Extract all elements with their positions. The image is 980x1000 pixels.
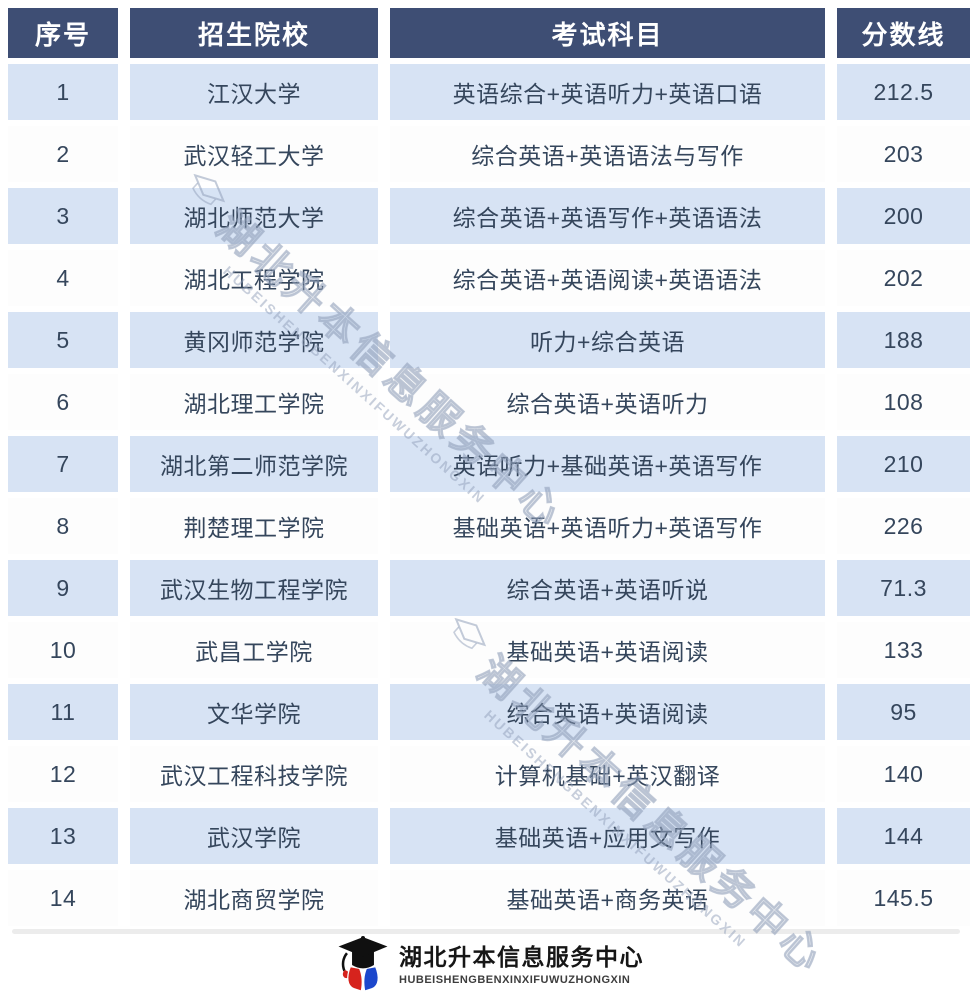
column-header-no: 序号 <box>8 8 118 58</box>
cell-no: 9 <box>8 560 118 616</box>
cell-score: 200 <box>837 188 970 244</box>
cell-school: 武汉生物工程学院 <box>130 560 378 616</box>
cell-subjects: 基础英语+应用文写作 <box>390 808 825 864</box>
cell-subjects: 综合英语+英语写作+英语语法 <box>390 188 825 244</box>
cell-subjects: 综合英语+英语阅读+英语语法 <box>390 250 825 306</box>
cell-subjects: 听力+综合英语 <box>390 312 825 368</box>
footer-en-subtitle: HUBEISHENGBENXINXIFUWUZHONGXIN <box>399 974 631 987</box>
cell-school: 湖北第二师范学院 <box>130 436 378 492</box>
column-header-subjects: 考试科目 <box>390 8 825 58</box>
cell-school: 湖北理工学院 <box>130 374 378 430</box>
cell-school: 江汉大学 <box>130 64 378 120</box>
cell-no: 5 <box>8 312 118 368</box>
cell-school: 湖北师范大学 <box>130 188 378 244</box>
cell-school: 武昌工学院 <box>130 622 378 678</box>
cell-school: 武汉工程科技学院 <box>130 746 378 802</box>
cell-school: 武汉轻工大学 <box>130 126 378 182</box>
cell-score: 226 <box>837 498 970 554</box>
cell-no: 10 <box>8 622 118 678</box>
grad-cap-book-logo-icon <box>338 935 388 992</box>
cell-subjects: 基础英语+英语听力+英语写作 <box>390 498 825 554</box>
cell-score: 140 <box>837 746 970 802</box>
cell-school: 湖北工程学院 <box>130 250 378 306</box>
cell-school: 荆楚理工学院 <box>130 498 378 554</box>
cell-score: 133 <box>837 622 970 678</box>
column-header-school: 招生院校 <box>130 8 378 58</box>
footer-cn-title: 湖北升本信息服务中心 <box>399 943 644 970</box>
cell-school: 武汉学院 <box>130 808 378 864</box>
cell-no: 12 <box>8 746 118 802</box>
cell-score: 71.3 <box>837 560 970 616</box>
cell-no: 6 <box>8 374 118 430</box>
cell-subjects: 英语听力+基础英语+英语写作 <box>390 436 825 492</box>
cell-score: 202 <box>837 250 970 306</box>
cell-no: 4 <box>8 250 118 306</box>
cell-score: 145.5 <box>837 870 970 926</box>
cell-subjects: 综合英语+英语听力 <box>390 374 825 430</box>
scores-table: 序号 招生院校 考试科目 分数线 1 江汉大学 英语综合+英语听力+英语口语 2… <box>8 8 970 926</box>
cell-score: 108 <box>837 374 970 430</box>
cell-no: 7 <box>8 436 118 492</box>
cell-score: 203 <box>837 126 970 182</box>
cell-score: 210 <box>837 436 970 492</box>
cell-score: 95 <box>837 684 970 740</box>
cell-score: 188 <box>837 312 970 368</box>
cell-subjects: 英语综合+英语听力+英语口语 <box>390 64 825 120</box>
cell-no: 11 <box>8 684 118 740</box>
cell-no: 8 <box>8 498 118 554</box>
cell-school: 湖北商贸学院 <box>130 870 378 926</box>
cell-score: 212.5 <box>837 64 970 120</box>
cell-subjects: 综合英语+英语阅读 <box>390 684 825 740</box>
cell-subjects: 计算机基础+英汉翻译 <box>390 746 825 802</box>
cell-no: 3 <box>8 188 118 244</box>
cell-no: 14 <box>8 870 118 926</box>
cell-school: 文华学院 <box>130 684 378 740</box>
cell-subjects: 综合英语+英语语法与写作 <box>390 126 825 182</box>
table-bottom-shadow <box>12 929 960 934</box>
cell-subjects: 综合英语+英语听说 <box>390 560 825 616</box>
cell-subjects: 基础英语+商务英语 <box>390 870 825 926</box>
cell-no: 2 <box>8 126 118 182</box>
column-header-score: 分数线 <box>837 8 970 58</box>
cell-no: 1 <box>8 64 118 120</box>
cell-score: 144 <box>837 808 970 864</box>
footer-brand: 湖北升本信息服务中心 HUBEISHENGBENXINXIFUWUZHONGXI… <box>0 934 980 996</box>
cell-school: 黄冈师范学院 <box>130 312 378 368</box>
footer-text-block: 湖北升本信息服务中心 HUBEISHENGBENXINXIFUWUZHONGXI… <box>399 944 644 987</box>
cell-no: 13 <box>8 808 118 864</box>
cell-subjects: 基础英语+英语阅读 <box>390 622 825 678</box>
